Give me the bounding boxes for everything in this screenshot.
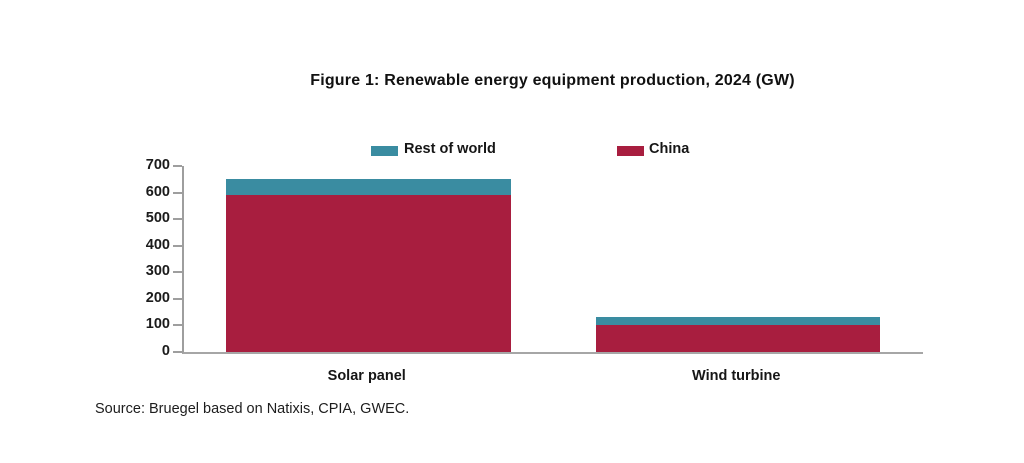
bar-segment-rest-of-world-solar-panel [226, 179, 511, 196]
y-tick-label-0: 0 [161, 343, 170, 359]
bar-wind-turbine [595, 166, 881, 352]
bar-segment-china-wind-turbine [595, 325, 881, 352]
x-tick-label-wind-turbine: Wind turbine [692, 368, 781, 384]
y-tick-label-600: 600 [145, 183, 170, 200]
y-tick-mark-700 [173, 165, 182, 167]
y-tick-label-500: 500 [145, 210, 170, 227]
y-tick-label-100: 100 [145, 316, 170, 333]
y-tick-label-200: 200 [145, 289, 170, 306]
y-tick-label-400: 400 [145, 236, 170, 253]
y-tick-mark-500 [173, 218, 182, 221]
y-tick-mark-200 [173, 297, 182, 300]
legend-swatch-rest-of-world-icon [371, 146, 398, 156]
y-tick-mark-400 [173, 244, 182, 247]
y-tick-label-300: 300 [145, 263, 170, 280]
x-tick-label-solar-panel: Solar panel [327, 368, 406, 384]
y-tick-mark-100 [173, 324, 182, 327]
bar-segment-china-solar-panel [226, 195, 511, 352]
y-tick-mark-600 [173, 191, 182, 194]
y-tick-mark-300 [173, 271, 182, 274]
source-note: Source: Bruegel based on Natixis, CPIA, … [95, 401, 410, 417]
bar-solar-panel [226, 166, 511, 352]
legend-swatch-china-icon [617, 146, 644, 156]
plot-area [182, 166, 923, 354]
y-tick-mark-0 [173, 351, 182, 353]
chart-title: Figure 1: Renewable energy equipment pro… [310, 72, 795, 89]
legend-label-china: China [649, 141, 690, 157]
y-tick-label-700: 700 [145, 157, 170, 173]
bar-segment-rest-of-world-wind-turbine [595, 317, 881, 326]
legend-label-rest-of-world: Rest of world [404, 141, 496, 157]
